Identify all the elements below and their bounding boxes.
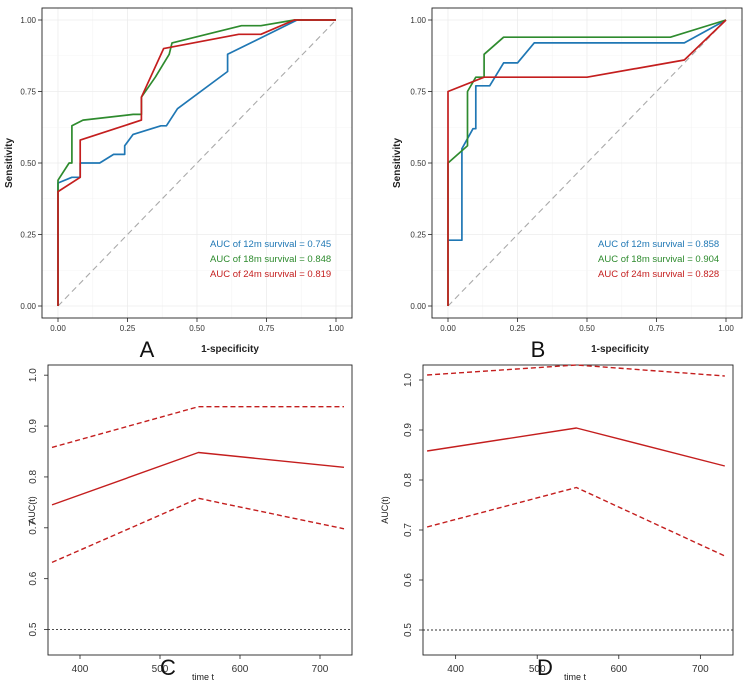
series-line-3 bbox=[57, 19, 336, 306]
legend-entry: AUC of 24m survival = 0.828 bbox=[598, 269, 719, 280]
x-tick-label: 0.00 bbox=[440, 324, 456, 333]
series-line-1 bbox=[57, 19, 336, 306]
series-line-1 bbox=[426, 427, 725, 467]
x-tick-label: 600 bbox=[232, 664, 249, 675]
y-tick-label: 0.6 bbox=[28, 571, 39, 585]
x-tick-label: 0.75 bbox=[649, 324, 665, 333]
plot-frame bbox=[422, 364, 734, 656]
y-tick-label: 0.00 bbox=[20, 302, 36, 311]
x-tick-label: 0.50 bbox=[189, 324, 205, 333]
y-tick-label: 1.00 bbox=[20, 16, 36, 25]
series-line-3 bbox=[51, 497, 345, 564]
y-tick-label: 0.50 bbox=[410, 159, 426, 168]
x-axis-title: 1-specificity bbox=[201, 344, 259, 355]
x-tick-label: 1.00 bbox=[718, 324, 734, 333]
panel-B: 0.00 0.25 0.50 0.75 1.00 0.00 0.25 0.50 0.75 1.00… bbox=[392, 7, 743, 362]
y-tick-label: 0.75 bbox=[410, 88, 426, 97]
x-tick-label: 400 bbox=[447, 664, 464, 675]
x-tick-label: 700 bbox=[692, 664, 709, 675]
y-tick-label: 0.9 bbox=[28, 419, 39, 433]
x-tick-label: 0.50 bbox=[579, 324, 595, 333]
y-tick-label: 0.7 bbox=[403, 523, 414, 537]
x-tick-label: 700 bbox=[312, 664, 329, 675]
x-tick-label: 0.00 bbox=[50, 324, 66, 333]
y-tick-label: 0.9 bbox=[403, 423, 414, 437]
y-axis-title: Sensitivity bbox=[392, 138, 403, 188]
x-tick-label: 500 bbox=[529, 664, 546, 675]
x-tick-label: 0.25 bbox=[510, 324, 526, 333]
reference-diagonal bbox=[447, 19, 727, 307]
x-axis-title: time t bbox=[192, 672, 215, 682]
x-tick-label: 0.75 bbox=[259, 324, 275, 333]
y-tick-label: 0.5 bbox=[403, 623, 414, 637]
y-tick-label: 0.00 bbox=[410, 302, 426, 311]
x-axis-title: time t bbox=[564, 672, 587, 682]
x-tick-label: 0.25 bbox=[120, 324, 136, 333]
panel-letter: A bbox=[140, 337, 155, 362]
x-tick-label: 1.00 bbox=[328, 324, 344, 333]
panel-letter: D bbox=[537, 655, 553, 680]
legend-entry: AUC of 24m survival = 0.819 bbox=[210, 269, 331, 280]
y-axis-title: Sensitivity bbox=[4, 138, 15, 188]
reference-diagonal bbox=[57, 19, 337, 307]
y-tick-label: 0.6 bbox=[403, 573, 414, 587]
y-tick-label: 0.50 bbox=[20, 159, 36, 168]
legend-entry: AUC of 18m survival = 0.848 bbox=[210, 254, 331, 265]
legend-entry: AUC of 12m survival = 0.745 bbox=[210, 239, 331, 250]
y-axis-title: AUC(t) bbox=[27, 496, 37, 524]
x-tick-label: 600 bbox=[610, 664, 627, 675]
y-tick-label: 0.25 bbox=[410, 231, 426, 240]
plot-frame bbox=[47, 364, 353, 656]
legend-entry: AUC of 18m survival = 0.904 bbox=[598, 254, 719, 265]
y-tick-label: 0.8 bbox=[28, 470, 39, 484]
panel-letter: C bbox=[160, 655, 176, 680]
series-line-3 bbox=[426, 486, 726, 557]
y-tick-label: 1.0 bbox=[403, 373, 414, 387]
legend-entry: AUC of 12m survival = 0.858 bbox=[598, 239, 719, 250]
panel-C: 400 500 600 700 0.5 0.6 0.7 0.8 0.9 1.0 AUC(t) C tim… bbox=[27, 364, 353, 682]
y-tick-label: 0.7 bbox=[28, 520, 39, 534]
panel-A: 0.00 0.25 0.50 0.75 1.00 0.00 0.25 0.50 0.75 1.00… bbox=[4, 7, 353, 362]
x-tick-label: 400 bbox=[72, 664, 89, 675]
x-tick-label: 500 bbox=[152, 664, 169, 675]
y-tick-label: 0.8 bbox=[403, 473, 414, 487]
y-tick-label: 0.5 bbox=[28, 622, 39, 636]
series-line-3 bbox=[447, 19, 727, 306]
series-line-1 bbox=[448, 19, 727, 242]
y-tick-label: 0.75 bbox=[20, 88, 36, 97]
panel-letter: B bbox=[531, 337, 546, 362]
series-line-1 bbox=[51, 451, 345, 506]
x-axis-title: 1-specificity bbox=[591, 344, 649, 355]
y-tick-label: 0.25 bbox=[20, 231, 36, 240]
series-line-2 bbox=[427, 364, 725, 377]
y-axis-title: AUC(t) bbox=[380, 496, 390, 524]
series-line-2 bbox=[51, 406, 344, 449]
panel-D: 400 500 600 700 0.5 0.6 0.7 0.8 0.9 1.0 AUC(t) D tim… bbox=[380, 364, 734, 682]
y-tick-label: 1.00 bbox=[410, 16, 426, 25]
y-tick-label: 1.0 bbox=[28, 368, 39, 382]
